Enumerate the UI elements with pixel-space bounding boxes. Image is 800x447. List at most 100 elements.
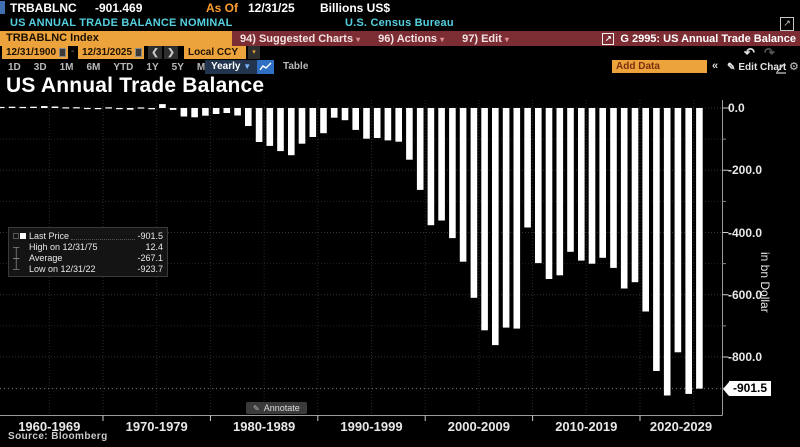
x-tick-label: 2000-2009 (447, 419, 510, 434)
undo-icon[interactable]: ↶ (744, 45, 755, 60)
data-source-org: U.S. Census Bureau (345, 17, 454, 29)
annotate-label: Annotate (263, 403, 300, 413)
x-tick-label: 1960-1969 (18, 419, 81, 434)
chevron-down-icon: ▾ (356, 34, 361, 44)
pencil-icon: ✎ (727, 61, 736, 73)
y-tick-label: -400.0 (728, 225, 763, 240)
date-range-dash: - (71, 46, 75, 57)
function-menu-bar: TRBABLNC Index 94) Suggested Charts ▾ 96)… (0, 31, 800, 46)
date-from-value: 12/31/1900 (6, 47, 57, 58)
gear-icon[interactable]: ⚙ (789, 61, 799, 73)
range-back-button[interactable]: ❮ (148, 46, 162, 59)
ticker-symbol: TRBABLNC (10, 1, 77, 15)
popout-window-icon[interactable]: ↗ (780, 17, 794, 31)
y-tick-label: -600.0 (728, 287, 763, 302)
y-tick-label: -800.0 (728, 350, 763, 364)
legend-row: ┬ High on 12/31/75 12.4 (13, 241, 163, 252)
trade-balance-bars (0, 104, 703, 396)
last-value: -901.469 (95, 1, 143, 15)
frequency-value: Yearly (211, 61, 241, 72)
chart-id-tag[interactable]: ↗ G 2995: US Annual Trade Balance (602, 31, 796, 46)
edit-chart-button[interactable]: ✎ Edit Chart (727, 60, 786, 74)
currency-dropdown-caret[interactable]: ▾ (248, 46, 260, 59)
legend-marker-icon: ┴ (13, 263, 20, 274)
legend-value: 12.4 (145, 241, 163, 252)
security-color-marker (0, 1, 5, 14)
units-label: Billions US$ (320, 1, 391, 15)
legend-value: -267.1 (137, 252, 163, 263)
legend-marker-icon (13, 232, 29, 239)
legend-row: ┴ Low on 12/31/22 -923.7 (13, 263, 163, 274)
pencil-icon: ✎ (253, 403, 260, 413)
chevron-down-icon: ▾ (504, 34, 509, 44)
date-to-field[interactable]: 12/31/2025 (78, 46, 144, 59)
source-attribution: Source: Bloomberg (8, 431, 108, 442)
calendar-icon[interactable] (59, 48, 66, 57)
security-description: US ANNUAL TRADE BALANCE NOMINAL (10, 17, 233, 29)
chart-legend[interactable]: Last Price -901.5 ┬ High on 12/31/75 12.4 ┼ Av… (8, 227, 168, 277)
x-tick-label: 2020-2029 (649, 419, 713, 434)
chart-title: US Annual Trade Balance (6, 74, 265, 97)
period-button-5y[interactable]: 5Y (171, 61, 184, 73)
add-data-input[interactable]: Add Data (612, 60, 707, 73)
legend-marker-icon: ┼ (13, 252, 20, 263)
x-tick-label: 1990-1999 (340, 419, 403, 434)
edit-chart-label: Edit Chart (738, 61, 787, 73)
x-tick-label: 1970-1979 (125, 419, 188, 434)
y-axis-ticks (722, 107, 729, 389)
legend-marker-icon: ┬ (13, 241, 20, 252)
date-from-field[interactable]: 12/31/1900 (2, 46, 68, 59)
y-tick-label: -200.0 (728, 163, 763, 178)
y-axis-title: in bn Dollar (758, 252, 772, 313)
period-button-1m[interactable]: 1M (59, 61, 74, 73)
menu-item--edit[interactable]: 97) Edit ▾ (462, 32, 509, 45)
last-price-tag: -901.5 (722, 380, 772, 396)
menu-item--suggested-charts[interactable]: 94) Suggested Charts ▾ (240, 32, 361, 45)
frequency-dropdown[interactable]: Yearly ▼ (205, 60, 258, 74)
export-chart-icon[interactable]: ↗ (602, 32, 615, 45)
legend-label: Average (29, 252, 63, 263)
currency-select[interactable]: Local CCY (184, 46, 246, 59)
x-tick-label: 1980-1989 (233, 419, 296, 434)
redo-icon[interactable]: ↷ (764, 45, 775, 60)
period-button-3d[interactable]: 3D (33, 61, 47, 73)
legend-value: -923.7 (137, 263, 163, 274)
period-button-6m[interactable]: 6M (86, 61, 101, 73)
table-button[interactable]: Table (283, 61, 309, 72)
collapse-panel-icon[interactable]: « (712, 60, 719, 72)
period-button-ytd[interactable]: YTD (113, 61, 134, 73)
y-tick-label: 0.0 (728, 101, 745, 115)
menu-items: 94) Suggested Charts ▾ 96) Actions ▾ 97) E… (240, 31, 509, 46)
legend-row: Last Price -901.5 (13, 230, 163, 241)
chart-type-button[interactable] (257, 60, 274, 74)
draw-on-chart-icon[interactable] (775, 61, 787, 79)
legend-label: Low on 12/31/22 (29, 263, 96, 274)
legend-label: High on 12/31/75 (29, 241, 98, 252)
calendar-icon[interactable] (135, 48, 142, 57)
annotate-button[interactable]: ✎ Annotate (246, 402, 307, 414)
x-axis-ticks (102, 415, 641, 421)
currency-value: Local CCY (188, 47, 239, 58)
legend-label: Last Price (29, 230, 70, 241)
legend-row: ┼ Average -267.1 (13, 252, 163, 263)
as-of-date: 12/31/25 (248, 1, 295, 15)
date-range-toolbar: 12/31/1900 - 12/31/2025 ❮ ❯ Local CCY ▾ … (0, 45, 800, 60)
security-input-field[interactable]: TRBABLNC Index (0, 31, 232, 46)
period-button-1d[interactable]: 1D (8, 61, 21, 73)
x-tick-label: 2010-2019 (555, 419, 618, 434)
chart-tag-label: G 2995: US Annual Trade Balance (620, 32, 796, 45)
menu-item--actions[interactable]: 96) Actions ▾ (378, 32, 445, 45)
legend-value: -901.5 (137, 230, 163, 241)
date-to-value: 12/31/2025 (82, 47, 133, 58)
range-forward-button[interactable]: ❯ (164, 46, 178, 59)
axes (0, 100, 723, 416)
line-chart-icon (259, 62, 272, 71)
period-button-1y[interactable]: 1Y (146, 61, 159, 73)
security-header-bar: TRBABLNC -901.469 As Of 12/31/25 Billion… (0, 0, 800, 16)
chevron-down-icon: ▼ (243, 62, 252, 71)
as-of-label: As Of (206, 1, 239, 15)
description-bar: US ANNUAL TRADE BALANCE NOMINAL U.S. Cen… (0, 16, 800, 31)
chevron-down-icon: ▾ (440, 34, 445, 44)
